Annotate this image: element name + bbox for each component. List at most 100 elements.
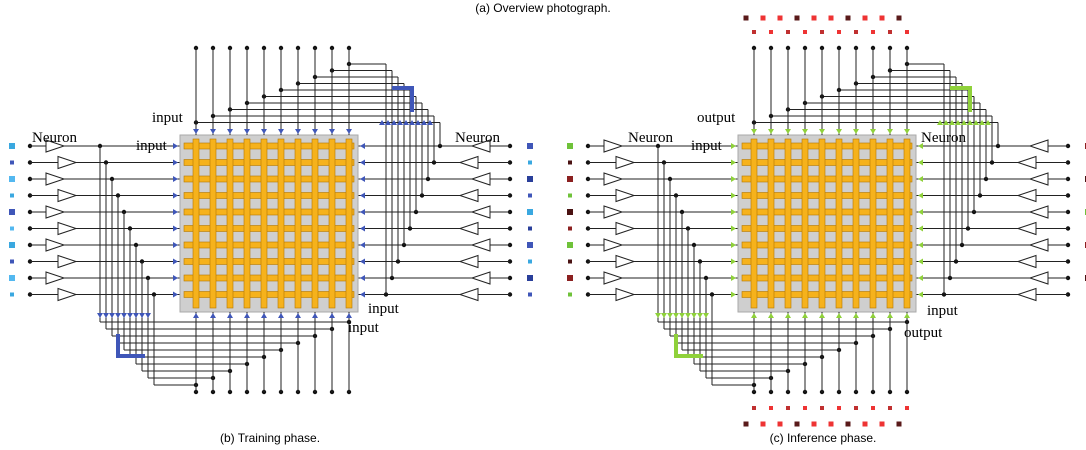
arrow [731,176,736,182]
arrow [360,209,365,215]
arrow [667,313,673,318]
arrow [360,160,365,166]
arrow [836,129,842,134]
column-electrode [329,139,335,308]
label: Neuron [628,130,673,146]
neuron [46,206,64,218]
signal [568,194,572,198]
signal [880,422,885,427]
row-electrode [742,259,912,265]
column-electrode [193,139,199,308]
signal [528,293,532,297]
neuron [604,173,622,185]
signal [795,422,800,427]
arrow [360,259,365,265]
neuron [1030,239,1048,251]
arrow [731,226,736,232]
neuron [460,190,478,202]
signal [9,209,15,215]
signal [837,30,841,34]
arrow [133,313,139,318]
signal [752,30,756,34]
arrow [244,313,250,318]
arrow [751,129,757,134]
column-electrode [904,139,910,308]
signal [786,406,790,410]
neuron [1018,190,1036,202]
arrow [295,313,301,318]
arrow [173,143,178,149]
arrow [360,226,365,232]
arrow [360,176,365,182]
arrow [751,313,757,318]
column-electrode [261,139,267,308]
neuron [1030,140,1048,152]
neuron [46,272,64,284]
arrow [731,259,736,265]
signal [769,406,773,410]
signal [863,16,868,21]
row-electrode [184,193,354,199]
arrow [731,209,736,215]
signal [812,422,817,427]
signal [9,176,15,182]
column-electrode [819,139,825,308]
label: input [691,138,723,154]
arrow [193,129,199,134]
neuron [58,256,76,268]
column-electrode [244,139,250,308]
arrow [329,129,335,134]
signal [744,422,749,427]
signal [10,161,14,165]
label: output [904,325,943,341]
neuron [58,289,76,301]
signal [568,293,572,297]
arrow [103,313,109,318]
arrow [918,259,923,265]
caption: (c) Inference phase. [770,431,877,445]
neuron [460,157,478,169]
neuron [616,190,634,202]
arrow [173,193,178,199]
signal [527,143,533,149]
arrow [244,129,250,134]
row-electrode [742,209,912,215]
signal [567,209,573,215]
neuron [616,223,634,235]
neuron [460,256,478,268]
signal [568,227,572,231]
column-electrode [295,139,301,308]
row-electrode [184,259,354,265]
arrow [193,313,199,318]
signal [871,406,875,410]
arrow [278,313,284,318]
arrow [360,193,365,199]
label: input [152,110,184,126]
arrow [802,129,808,134]
signal [769,30,773,34]
arrow [918,176,923,182]
arrow [210,313,216,318]
arrow [346,313,352,318]
signal [10,293,14,297]
arrow [173,259,178,265]
neuron [58,223,76,235]
row-electrode [184,160,354,166]
arrow [887,129,893,134]
arrow [661,313,667,318]
neuron [1030,173,1048,185]
column-electrode [210,139,216,308]
arrow [731,275,736,281]
arrow [918,193,923,199]
neuron [46,173,64,185]
row-electrode [184,275,354,281]
arrow [173,209,178,215]
neuron [604,272,622,284]
arrow [836,313,842,318]
column-electrode [802,139,808,308]
row-electrode [184,143,354,149]
arrow [918,209,923,215]
row-electrode [742,242,912,248]
neuron [616,256,634,268]
signal [528,161,532,165]
